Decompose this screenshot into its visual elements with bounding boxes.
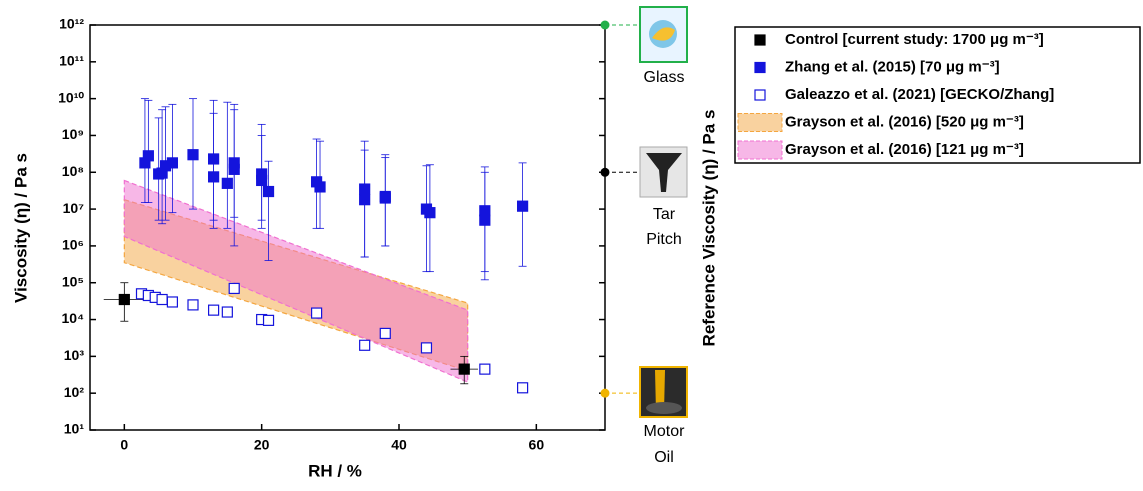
marker (166, 157, 178, 169)
icon-tar-pitch (639, 146, 688, 198)
marker (142, 150, 154, 162)
legend-label: Control [current study: 1700 μg m⁻³] (785, 31, 1044, 48)
legend-marker (754, 61, 766, 74)
marker (311, 307, 323, 319)
marker (359, 194, 371, 206)
marker (424, 207, 436, 219)
y-tick-label: 10⁶ (62, 237, 84, 253)
marker (221, 177, 233, 189)
marker (379, 192, 391, 204)
marker (221, 306, 233, 318)
legend-label: Zhang et al. (2015) [70 μg m⁻³] (785, 58, 1000, 75)
reference-label: Motor (644, 423, 686, 440)
marker (262, 185, 275, 198)
marker (516, 200, 529, 212)
y-tick-label: 10³ (64, 347, 85, 363)
reference-label: Oil (654, 449, 674, 466)
marker (228, 282, 240, 295)
reference-point (600, 167, 610, 177)
marker (262, 314, 275, 326)
marker (187, 149, 199, 161)
marker (479, 214, 491, 226)
marker (379, 327, 391, 340)
reference-label: Glass (644, 69, 685, 86)
marker (256, 174, 268, 187)
x-axis-title: RH / % (308, 461, 362, 480)
legend-label: Galeazzo et al. (2021) [GECKO/Zhang] (785, 86, 1054, 103)
y-tick-label: 10⁹ (62, 126, 84, 142)
y-tick-label: 10¹¹ (59, 53, 84, 69)
marker (156, 293, 168, 306)
y-tick-label: 10¹² (59, 16, 84, 32)
y-tick-label: 10⁵ (62, 273, 84, 289)
marker (458, 363, 470, 375)
marker (187, 299, 199, 311)
x-tick-label: 60 (529, 437, 545, 453)
legend-box (734, 26, 1141, 164)
marker (208, 153, 220, 165)
marker (228, 163, 240, 175)
y-tick-label: 10⁷ (63, 200, 85, 216)
marker (166, 296, 178, 308)
marker (479, 363, 491, 375)
y-tick-label: 10¹⁰ (58, 89, 84, 105)
marker (359, 183, 371, 195)
icon-glass (639, 6, 688, 63)
x-tick-label: 0 (120, 437, 128, 453)
y2-axis-title: Reference Viscosity (η) / Pa s (699, 110, 718, 347)
y-tick-label: 10⁸ (62, 163, 84, 179)
marker (516, 382, 529, 394)
marker (479, 205, 491, 217)
x-tick-label: 20 (254, 437, 270, 453)
marker (118, 293, 130, 306)
plot-frame (89, 24, 606, 431)
y-tick-label: 10⁴ (62, 310, 85, 326)
legend-marker (754, 34, 766, 46)
marker (208, 171, 220, 183)
plot-area (103, 98, 529, 394)
reference-label: Pitch (646, 231, 682, 248)
legend-label: Grayson et al. (2016) [520 μg m⁻³] (785, 113, 1024, 130)
legend-marker (754, 89, 766, 101)
y-tick-label: 10¹ (64, 421, 85, 437)
reference-point (600, 388, 610, 398)
marker (208, 304, 220, 316)
legend-label: Grayson et al. (2016) [121 μg m⁻³] (785, 141, 1024, 158)
marker (314, 181, 326, 193)
reference-label: Tar (653, 206, 676, 223)
legend-swatch (737, 113, 783, 132)
legend-swatch (737, 140, 783, 160)
marker (420, 342, 433, 354)
x-tick-label: 40 (391, 437, 407, 453)
y-tick-label: 10² (64, 384, 85, 400)
band-area (123, 179, 469, 384)
marker (359, 339, 371, 351)
icon-motor-oil (639, 366, 688, 418)
y-axis-title: Viscosity (η) / Pa s (11, 153, 30, 303)
reference-point (600, 20, 610, 30)
